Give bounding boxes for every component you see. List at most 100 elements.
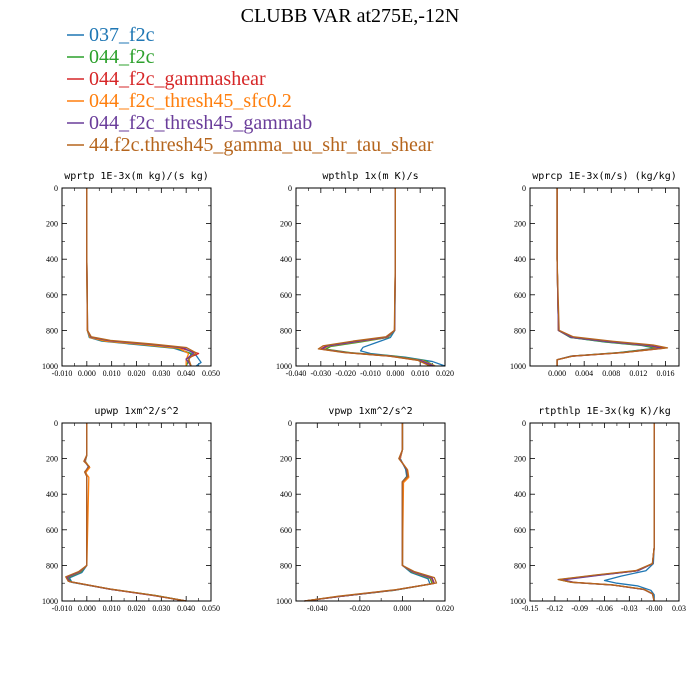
x-tick-label: 0.000 xyxy=(78,369,96,378)
series-line xyxy=(304,423,433,602)
series-line xyxy=(66,423,187,602)
panel-title: wprcp 1E-3x(m/s) (kg/kg) xyxy=(532,171,677,182)
y-tick-label: 0 xyxy=(522,419,526,428)
x-tick-label: -0.09 xyxy=(571,604,588,613)
y-tick-label: 600 xyxy=(514,291,526,300)
series-line xyxy=(304,423,438,602)
y-tick-label: 800 xyxy=(280,326,292,335)
x-tick-label: -0.020 xyxy=(335,369,356,378)
panel-title: rtpthlp 1E-3x(kg K)/kg xyxy=(538,406,670,417)
legend-label: 044_f2c_gammashear xyxy=(89,68,266,90)
x-tick-label: -0.010 xyxy=(52,604,73,613)
series-line xyxy=(65,423,187,602)
y-tick-label: 1000 xyxy=(42,362,58,371)
y-tick-label: 200 xyxy=(280,220,292,229)
series-line xyxy=(556,188,663,366)
y-tick-label: 400 xyxy=(514,255,526,264)
x-tick-label: 0.030 xyxy=(152,604,170,613)
y-tick-label: 800 xyxy=(514,561,526,570)
y-tick-label: 0 xyxy=(288,419,292,428)
series-line xyxy=(562,423,655,602)
plot-frame xyxy=(61,187,212,367)
x-tick-label: 0.050 xyxy=(202,369,220,378)
legend-entry: 044_f2c_thresh45_gammab xyxy=(67,112,312,134)
chart-panels: wprtp 1E-3x(m kg)/(s kg) 0 200 400 600 800 100… xyxy=(42,171,686,613)
y-tick-label: 200 xyxy=(280,455,292,464)
x-tick-label: -0.040 xyxy=(307,604,328,613)
x-tick-label: 0.008 xyxy=(602,369,620,378)
x-tick-label: 0.000 xyxy=(548,369,566,378)
x-tick-label: -0.03 xyxy=(621,604,638,613)
chart-panel: wprtp 1E-3x(m kg)/(s kg) 0 200 400 600 800 100… xyxy=(42,171,220,378)
y-tick-label: 0 xyxy=(54,184,58,193)
legend-entry: 044_f2c xyxy=(67,46,155,68)
x-tick-label: 0.012 xyxy=(629,369,647,378)
y-tick-label: 800 xyxy=(280,561,292,570)
y-tick-label: 200 xyxy=(46,455,58,464)
y-tick-label: 1000 xyxy=(42,597,58,606)
y-tick-label: 200 xyxy=(514,455,526,464)
series-line xyxy=(304,423,431,602)
x-tick-label: 0.010 xyxy=(103,369,121,378)
panel-title: wprtp 1E-3x(m kg)/(s kg) xyxy=(64,171,209,182)
x-tick-label: -0.00 xyxy=(646,604,663,613)
series-line xyxy=(556,188,661,366)
x-tick-label: -0.010 xyxy=(52,369,73,378)
series-line xyxy=(67,423,187,602)
series-line xyxy=(556,188,656,366)
chart-panel: upwp 1xm^2/s^2 0 200 400 600 800 1000-0.010 0.0… xyxy=(42,406,220,613)
legend-label: 037_f2c xyxy=(89,24,155,46)
x-tick-label: 0.050 xyxy=(202,604,220,613)
series-line xyxy=(66,423,187,602)
chart-panel: rtpthlp 1E-3x(kg K)/kg02004006008001000-… xyxy=(510,406,686,613)
series-line xyxy=(325,188,436,367)
panel-title: wpthlp 1x(m K)/s xyxy=(322,171,418,182)
y-tick-label: 400 xyxy=(514,490,526,499)
legend-label: 044_f2c_thresh45_gammab xyxy=(89,112,312,134)
x-tick-label: -0.030 xyxy=(310,369,331,378)
series-line xyxy=(556,188,665,366)
chart-panel: vpwp 1xm^2/s^2 0 200 400 600 800 1000 -0.040 -0.… xyxy=(276,406,454,613)
legend-entry: 044_f2c_thresh45_sfc0.2 xyxy=(67,90,292,112)
x-tick-label: 0.000 xyxy=(393,604,411,613)
chart-panel: wpthlp 1x(m K)/s02004006008001000-0.040-… xyxy=(276,171,454,378)
y-tick-label: 600 xyxy=(46,291,58,300)
y-tick-label: 1000 xyxy=(276,597,292,606)
y-tick-label: 400 xyxy=(280,490,292,499)
x-tick-label: 0.040 xyxy=(177,604,195,613)
x-tick-label: 0.03 xyxy=(672,604,686,613)
x-tick-label: 0.016 xyxy=(656,369,674,378)
y-tick-label: 0 xyxy=(54,419,58,428)
y-tick-label: 800 xyxy=(46,326,58,335)
y-tick-label: 0 xyxy=(288,184,292,193)
y-tick-label: 200 xyxy=(46,220,58,229)
y-tick-label: 600 xyxy=(280,291,292,300)
panel-title: upwp 1xm^2/s^2 xyxy=(94,406,178,417)
y-tick-label: 800 xyxy=(514,326,526,335)
x-tick-label: 0.020 xyxy=(436,369,454,378)
x-tick-label: -0.040 xyxy=(286,369,307,378)
legend-entry: 44.f2c.thresh45_gamma_uu_shr_tau_shear xyxy=(67,134,434,156)
legend-label: 044_f2c xyxy=(89,46,155,68)
x-tick-label: 0.000 xyxy=(78,604,96,613)
series-line xyxy=(317,188,431,367)
legend: 037_f2c044_f2c044_f2c_gammashear044_f2c_… xyxy=(67,24,434,156)
y-tick-label: 600 xyxy=(514,526,526,535)
x-tick-label: 0.020 xyxy=(128,604,146,613)
series-line xyxy=(556,188,669,366)
y-tick-label: 600 xyxy=(46,526,58,535)
legend-entry: 044_f2c_gammashear xyxy=(67,68,266,90)
y-tick-label: 400 xyxy=(46,255,58,264)
legend-entry: 037_f2c xyxy=(67,24,155,46)
x-tick-label: 0.000 xyxy=(386,369,404,378)
chart-panel: wprcp 1E-3x(m/s) (kg/kg) 0 200 400 600 800 100… xyxy=(510,171,680,378)
y-tick-label: 400 xyxy=(46,490,58,499)
x-tick-label: -0.010 xyxy=(360,369,381,378)
x-tick-label: -0.15 xyxy=(522,604,539,613)
y-tick-label: 800 xyxy=(46,561,58,570)
y-tick-label: 1000 xyxy=(510,597,526,606)
x-tick-label: -0.06 xyxy=(596,604,613,613)
plot-frame xyxy=(529,187,680,367)
plot-frame xyxy=(295,422,446,602)
x-tick-label: -0.12 xyxy=(546,604,563,613)
